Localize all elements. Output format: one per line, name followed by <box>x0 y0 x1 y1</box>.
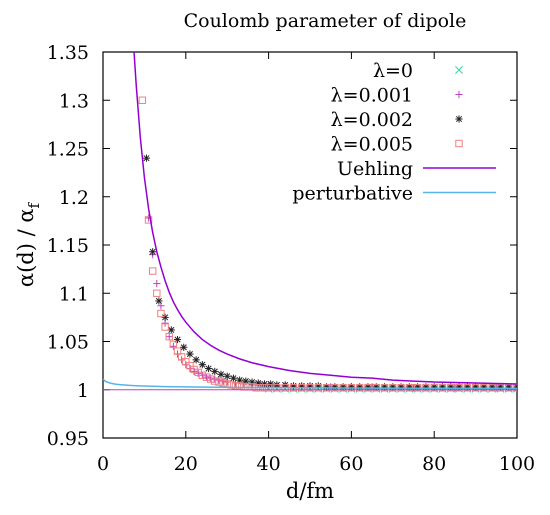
y-tick-label: 1.05 <box>47 332 89 354</box>
y-tick-label: 0.95 <box>47 428 89 450</box>
data-point-1 <box>165 333 173 341</box>
y-tick-label: 1.3 <box>59 90 89 112</box>
data-point-3 <box>182 358 190 366</box>
data-point-1 <box>153 280 161 288</box>
data-point-3 <box>235 382 244 390</box>
x-tick-label: 40 <box>257 453 281 475</box>
y-tick-label: 1.2 <box>59 187 89 209</box>
series-line-5 <box>103 378 517 390</box>
x-tick-label: 100 <box>499 453 535 475</box>
data-point-3 <box>165 332 173 341</box>
data-point-3 <box>211 377 219 385</box>
data-point-3 <box>198 371 207 379</box>
data-point-2 <box>260 380 269 388</box>
data-point-3 <box>215 378 223 386</box>
data-point-3 <box>173 347 182 355</box>
y-tick-label: 1.35 <box>47 42 89 64</box>
data-point-2 <box>204 364 213 373</box>
legend-label: λ=0.001 <box>331 85 413 107</box>
data-point-3 <box>138 96 147 104</box>
plot-area <box>103 52 517 393</box>
x-tick-label: 60 <box>339 453 363 475</box>
data-point-3 <box>202 373 211 381</box>
data-point-3 <box>227 381 236 389</box>
chart-title: Coulomb parameter of dipole <box>184 10 467 32</box>
data-point-2 <box>180 343 188 351</box>
data-point-2 <box>167 326 175 334</box>
data-point-3 <box>161 323 169 331</box>
data-point-3 <box>219 379 227 387</box>
data-point-2 <box>155 297 163 305</box>
y-axis-label: α(d) / αf <box>14 201 43 287</box>
y-tick-label: 1 <box>77 380 89 402</box>
data-point-legend-swatch <box>455 66 463 74</box>
y-tick-label: 1.25 <box>47 139 89 161</box>
data-point-2 <box>173 335 182 344</box>
data-point-2 <box>267 380 275 388</box>
data-point-3 <box>177 353 186 361</box>
data-point-legend-swatch <box>455 115 463 123</box>
x-axis-label: d/fm <box>286 479 334 503</box>
legend-label: λ=0.002 <box>331 109 413 131</box>
data-point-legend-swatch <box>455 90 463 99</box>
x-tick-label: 0 <box>97 453 109 475</box>
data-point-1 <box>202 373 211 381</box>
data-point-2 <box>186 350 194 358</box>
plot-frame <box>102 51 518 439</box>
data-point-2 <box>142 154 151 162</box>
data-point-2 <box>149 248 157 256</box>
data-point-legend-swatch <box>455 139 463 148</box>
y-axis-label-subscript: f <box>25 201 43 208</box>
data-point-2 <box>217 370 225 378</box>
y-axis-label-main: α(d) / α <box>14 208 38 287</box>
data-point-3 <box>144 216 153 224</box>
legend-label: λ=0.005 <box>331 134 413 156</box>
data-point-2 <box>248 378 256 386</box>
data-point-3 <box>186 361 194 370</box>
data-point-3 <box>157 309 165 318</box>
data-point-2 <box>192 356 200 364</box>
data-point-3 <box>153 289 161 297</box>
data-point-3 <box>206 375 215 383</box>
legend-label: Uehling <box>337 158 413 180</box>
data-point-1 <box>169 342 177 350</box>
series-line-4 <box>133 52 517 385</box>
data-point-3 <box>148 267 157 275</box>
legend-label: λ=0 <box>373 60 413 82</box>
data-point-2 <box>161 313 169 321</box>
x-axis: 0 20 40 60 80 100 <box>97 52 535 475</box>
data-point-3 <box>231 382 240 390</box>
y-tick-label: 1.15 <box>47 235 89 257</box>
x-tick-label: 20 <box>174 453 198 475</box>
data-point-2 <box>223 372 231 380</box>
y-tick-label: 1.1 <box>59 283 89 305</box>
data-point-2 <box>229 374 238 382</box>
data-point-2 <box>198 361 206 369</box>
data-point-3 <box>169 340 178 349</box>
y-axis: 0.95 1 1.05 1.1 1.15 1.2 1.25 1.3 1.35 <box>47 42 517 450</box>
data-point-1 <box>190 367 198 376</box>
x-tick-label: 80 <box>422 453 446 475</box>
data-point-2 <box>211 367 219 376</box>
legend-label: perturbative <box>292 183 413 205</box>
